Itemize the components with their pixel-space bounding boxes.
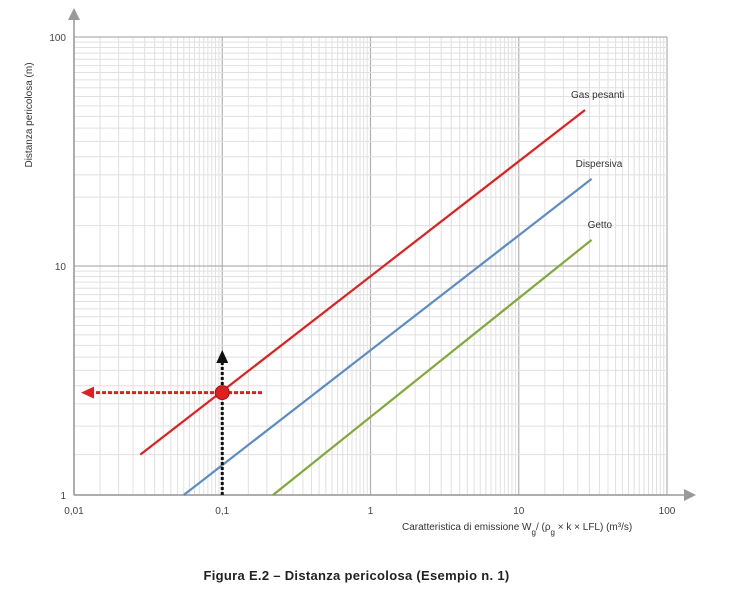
figure-caption-text: Figura E.2 – Distanza pericolosa (Esempi… (203, 568, 510, 583)
x-tick-label: 0,1 (215, 506, 229, 517)
left-arrow-icon (81, 386, 94, 399)
x-tick-label: 100 (659, 506, 676, 517)
example-annotation (81, 350, 262, 495)
x-tick-label: 0,01 (64, 506, 84, 517)
x-tick-label: 1 (368, 506, 374, 517)
figure-caption: Figura E.2 – Distanza pericolosa (Esempi… (0, 568, 729, 583)
series-lines: Gas pesanti Dispersiva Getto (139, 90, 624, 496)
y-tick-label: 100 (49, 33, 66, 44)
up-arrow-icon (216, 350, 229, 363)
series-label: Dispersiva (576, 159, 623, 170)
y-tick-label: 1 (60, 491, 66, 502)
y-tick-label: 10 (55, 262, 67, 273)
tick-labels: 0,01 0,1 1 10 100 1 10 100 (49, 33, 675, 517)
axis-labels: Distanza pericolosa (m) Caratteristica d… (24, 62, 632, 536)
series-label: Gas pesanti (571, 90, 624, 101)
series-label: Getto (588, 220, 613, 231)
series-line (183, 178, 593, 496)
axes (68, 8, 696, 501)
y-axis-label: Distanza pericolosa (m) (24, 62, 35, 167)
example-point (214, 385, 230, 401)
series-line (139, 109, 586, 456)
x-axis-label: Caratteristica di emissione Wg/ (ρg × k … (402, 522, 632, 537)
series-line (272, 239, 593, 496)
grid (73, 36, 668, 496)
x-tick-label: 10 (513, 506, 525, 517)
